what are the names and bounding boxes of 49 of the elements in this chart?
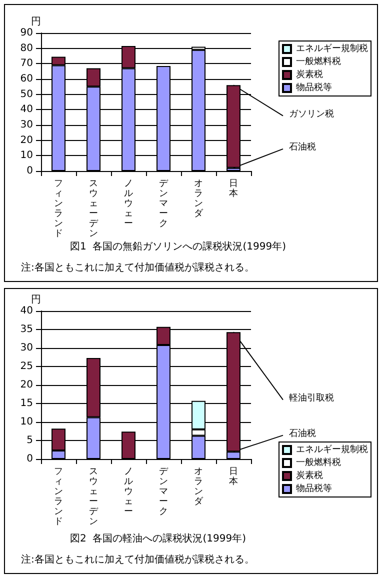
y-tick-label: 80: [20, 42, 33, 54]
y-axis-title: 円: [31, 294, 41, 306]
y-tick-label: 20: [20, 380, 33, 390]
x-tick-label: 日本: [229, 467, 238, 487]
legend-label: 物品税等: [296, 82, 332, 93]
x-tick-label: デンマーク: [159, 467, 169, 517]
legend-label: エネルギー規制税: [296, 444, 368, 455]
y-tick-label: 30: [20, 342, 33, 354]
y-tick-label: 30: [20, 120, 33, 130]
y-tick-label: 40: [20, 306, 33, 316]
y-tick-label: 0: [26, 454, 33, 464]
x-tick-label: スウェーデン: [89, 467, 99, 527]
legend-label: 物品税等: [296, 483, 332, 494]
legend-label: エネルギー規制税: [296, 43, 368, 54]
y-tick-label: 10: [20, 416, 33, 428]
legend-label: 炭素税: [296, 470, 323, 481]
y-tick-label: 15: [20, 398, 33, 409]
y-tick-label: 40: [20, 104, 33, 116]
y-tick-label: 10: [20, 150, 33, 162]
text: 図1 各国の無鉛ガソリンへの課税状況(1999年): [70, 240, 286, 252]
x-tick-label: フィンランド: [54, 179, 63, 239]
x-tick-label: スウェーデン: [89, 179, 99, 239]
y-tick-label: 70: [20, 58, 33, 70]
y-tick-label: 50: [20, 88, 33, 100]
annotation: 軽油引取税: [289, 392, 334, 404]
y-tick-label: 60: [20, 74, 33, 84]
y-tick-label: 25: [20, 361, 33, 372]
y-tick-label: 35: [20, 324, 33, 335]
annotation: ガソリン税: [289, 108, 334, 120]
y-tick-label: 0: [26, 166, 33, 176]
y-axis-title: 円: [31, 16, 41, 28]
x-tick-label: ノルウェー: [124, 467, 133, 517]
x-tick-label: デンマーク: [159, 179, 169, 229]
y-tick-label: 20: [20, 134, 33, 146]
x-tick-label: フィンランド: [54, 467, 63, 527]
legend-label: 炭素税: [296, 69, 323, 80]
text: 注:各国ともこれに加えて付加価値税が課税される。: [21, 262, 254, 274]
y-tick-label: 5: [26, 435, 33, 446]
text: 注:各国ともこれに加えて付加価値税が課税される。: [21, 554, 254, 566]
annotation: 石油税: [289, 141, 316, 152]
y-tick-label: 90: [20, 28, 33, 38]
x-tick-label: オランダ: [194, 179, 204, 219]
legend-label: 一般燃料税: [296, 56, 341, 67]
x-tick-label: オランダ: [194, 467, 204, 507]
annotation: 石油税: [289, 428, 316, 439]
x-tick-label: ノルウェー: [124, 179, 133, 229]
x-tick-label: 日本: [229, 179, 238, 199]
legend-label: 一般燃料税: [296, 457, 341, 468]
text: 図2 各国の軽油への課税状況(1999年): [70, 532, 246, 544]
